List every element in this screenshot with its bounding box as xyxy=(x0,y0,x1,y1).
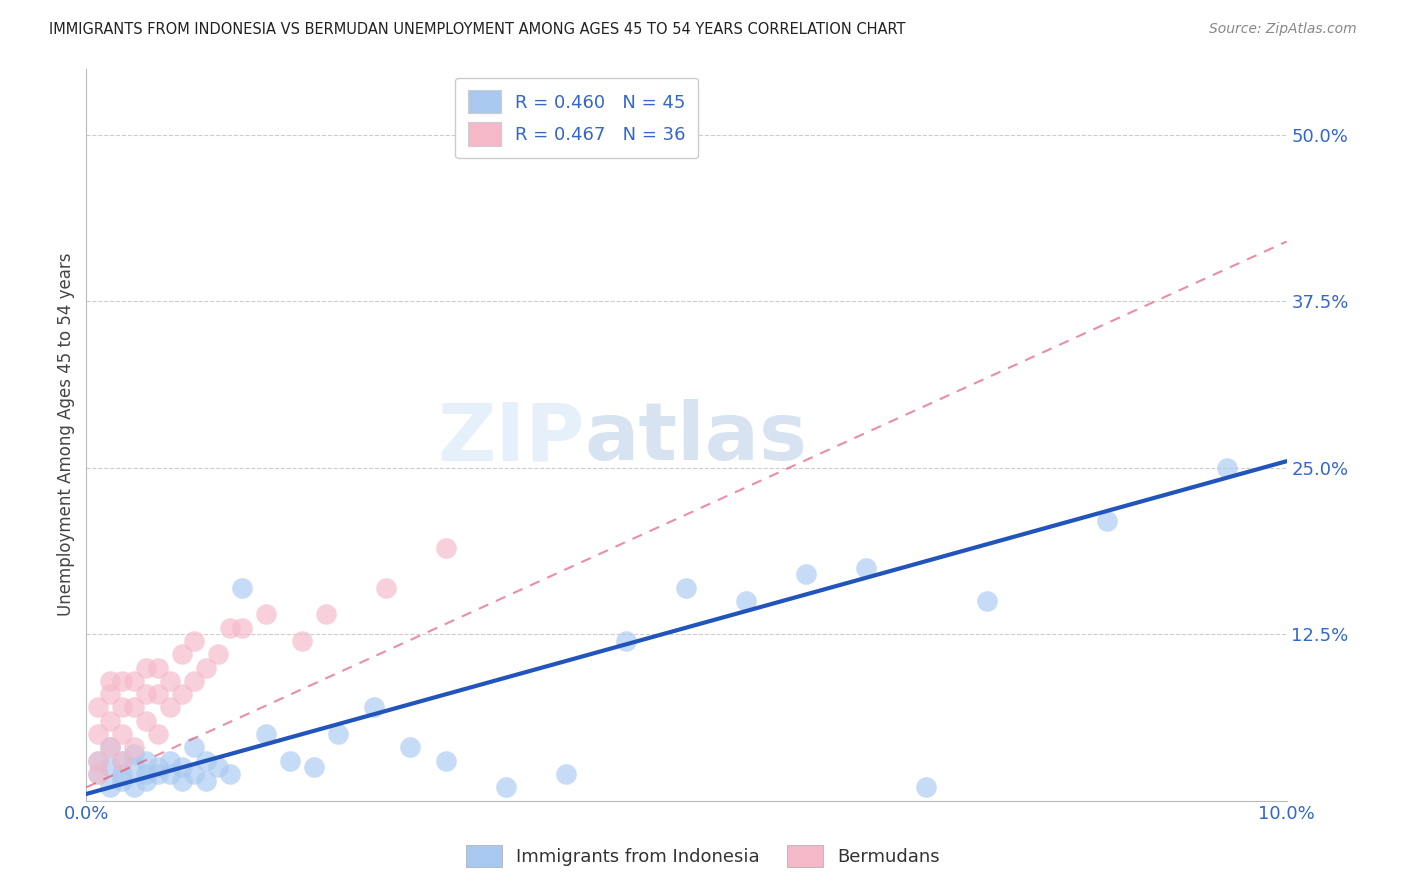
Point xyxy=(495,780,517,795)
Point xyxy=(135,660,157,674)
Text: ZIP: ZIP xyxy=(437,400,585,477)
Point xyxy=(172,760,194,774)
Point xyxy=(135,714,157,728)
Point xyxy=(183,673,205,688)
Point xyxy=(172,647,194,661)
Point xyxy=(1215,460,1237,475)
Point xyxy=(399,740,422,755)
Point xyxy=(195,660,218,674)
Point xyxy=(172,773,194,788)
Y-axis label: Unemployment Among Ages 45 to 54 years: Unemployment Among Ages 45 to 54 years xyxy=(58,252,75,616)
Point xyxy=(434,541,457,555)
Point xyxy=(183,633,205,648)
Point xyxy=(98,687,121,701)
Point xyxy=(111,727,134,741)
Point xyxy=(976,594,998,608)
Point xyxy=(87,700,110,714)
Point xyxy=(195,754,218,768)
Text: IMMIGRANTS FROM INDONESIA VS BERMUDAN UNEMPLOYMENT AMONG AGES 45 TO 54 YEARS COR: IMMIGRANTS FROM INDONESIA VS BERMUDAN UN… xyxy=(49,22,905,37)
Point xyxy=(1095,514,1118,528)
Point xyxy=(915,780,938,795)
Point xyxy=(87,767,110,781)
Point xyxy=(304,760,326,774)
Point xyxy=(195,773,218,788)
Point xyxy=(555,767,578,781)
Point xyxy=(124,700,146,714)
Legend: R = 0.460   N = 45, R = 0.467   N = 36: R = 0.460 N = 45, R = 0.467 N = 36 xyxy=(456,78,699,158)
Point xyxy=(148,687,170,701)
Point xyxy=(172,687,194,701)
Point xyxy=(219,621,242,635)
Point xyxy=(98,780,121,795)
Point xyxy=(111,773,134,788)
Point xyxy=(855,560,877,574)
Point xyxy=(87,754,110,768)
Point xyxy=(207,647,229,661)
Point xyxy=(111,700,134,714)
Point xyxy=(124,673,146,688)
Point xyxy=(231,621,253,635)
Point xyxy=(148,727,170,741)
Point xyxy=(207,760,229,774)
Point xyxy=(98,760,121,774)
Point xyxy=(87,767,110,781)
Point xyxy=(159,754,181,768)
Point xyxy=(148,660,170,674)
Point xyxy=(363,700,385,714)
Legend: Immigrants from Indonesia, Bermudans: Immigrants from Indonesia, Bermudans xyxy=(458,838,948,874)
Point xyxy=(183,767,205,781)
Point xyxy=(135,773,157,788)
Point xyxy=(159,673,181,688)
Point xyxy=(124,760,146,774)
Point xyxy=(231,581,253,595)
Point xyxy=(675,581,697,595)
Point xyxy=(254,607,277,622)
Point xyxy=(111,754,134,768)
Point xyxy=(328,727,350,741)
Point xyxy=(148,760,170,774)
Point xyxy=(111,673,134,688)
Point xyxy=(796,567,818,582)
Point xyxy=(280,754,302,768)
Point xyxy=(87,727,110,741)
Point xyxy=(148,767,170,781)
Point xyxy=(124,780,146,795)
Point xyxy=(135,767,157,781)
Text: atlas: atlas xyxy=(585,400,807,477)
Point xyxy=(135,754,157,768)
Point xyxy=(735,594,758,608)
Point xyxy=(98,714,121,728)
Point xyxy=(124,747,146,761)
Point xyxy=(291,633,314,648)
Point xyxy=(98,740,121,755)
Point xyxy=(375,581,398,595)
Point xyxy=(111,767,134,781)
Point xyxy=(87,754,110,768)
Point xyxy=(219,767,242,781)
Point xyxy=(159,700,181,714)
Point xyxy=(111,754,134,768)
Point xyxy=(434,754,457,768)
Point xyxy=(315,607,337,622)
Text: Source: ZipAtlas.com: Source: ZipAtlas.com xyxy=(1209,22,1357,37)
Point xyxy=(159,767,181,781)
Point xyxy=(183,740,205,755)
Point xyxy=(254,727,277,741)
Point xyxy=(124,740,146,755)
Point xyxy=(135,687,157,701)
Point xyxy=(98,673,121,688)
Point xyxy=(616,633,638,648)
Point xyxy=(98,740,121,755)
